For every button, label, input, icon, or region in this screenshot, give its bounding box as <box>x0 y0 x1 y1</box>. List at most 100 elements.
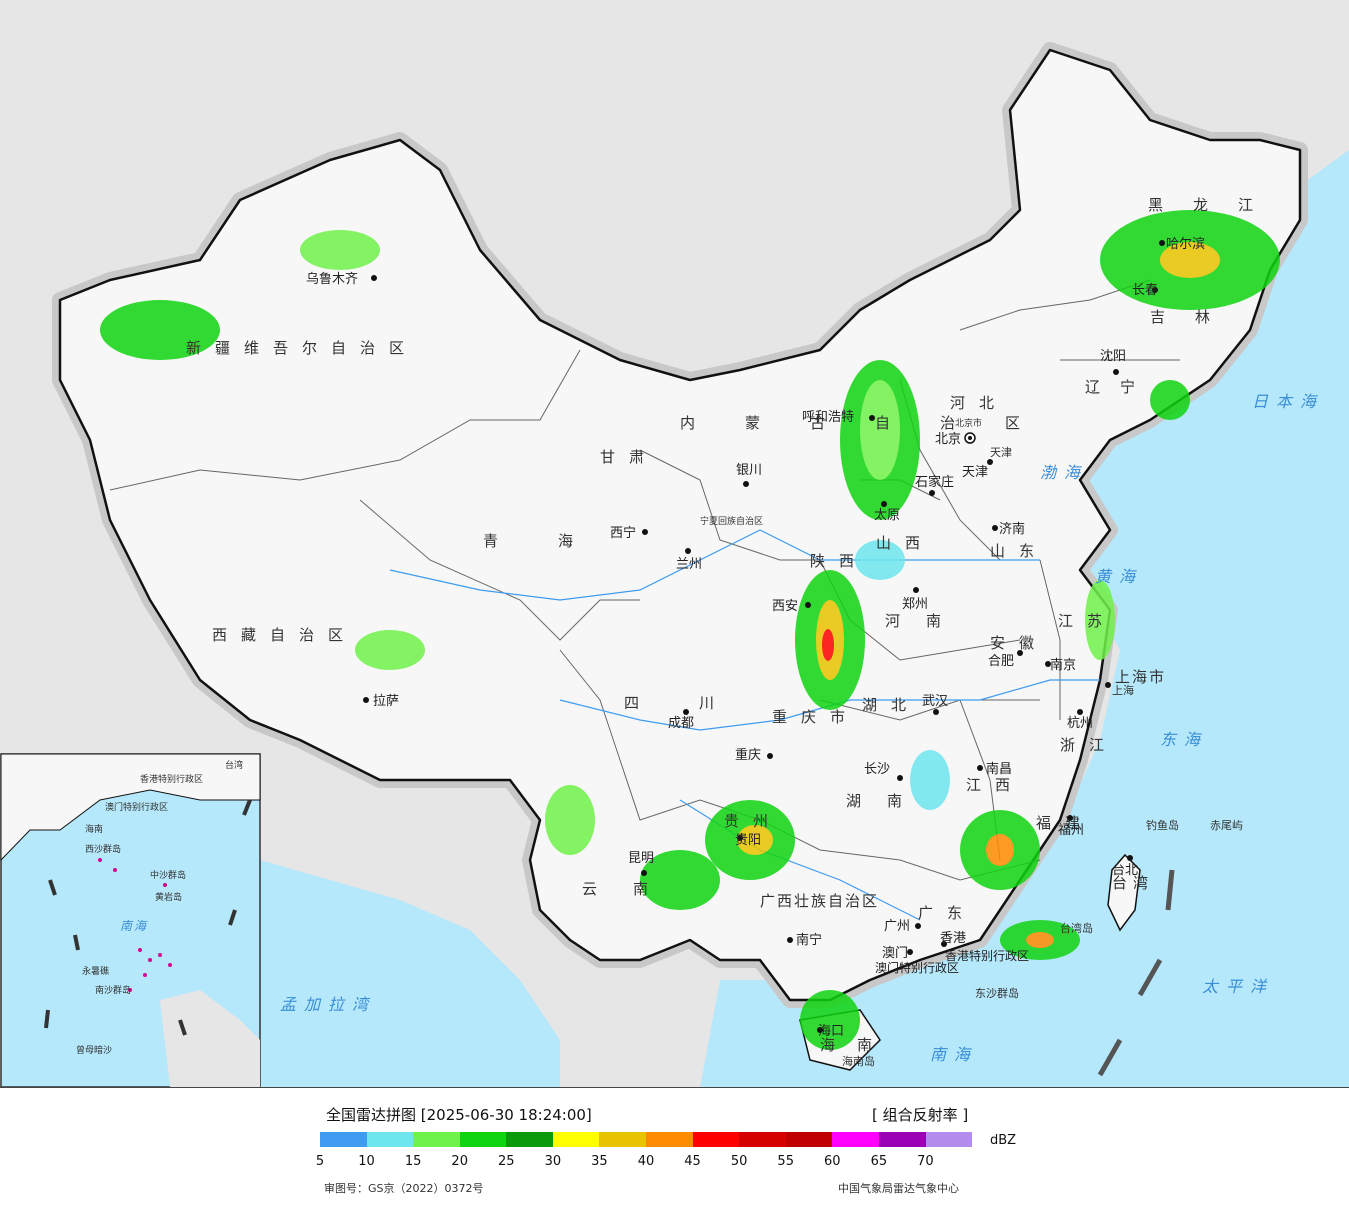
sea-label-bengal: 孟加拉湾 <box>280 995 376 1014</box>
legend-tick-label: 70 <box>917 1154 934 1169</box>
city-xining: 西宁 <box>610 525 648 541</box>
svg-text:拉萨: 拉萨 <box>373 694 399 709</box>
svg-text:长春: 长春 <box>1132 283 1158 298</box>
legend-product: [ 组合反射率 ] <box>872 1106 969 1124</box>
province-label: 云南 <box>582 880 684 898</box>
province-label: 吉林 <box>1150 308 1240 326</box>
province-label: 安徽 <box>990 634 1048 652</box>
legend-color-segment <box>320 1132 367 1147</box>
svg-text:天津: 天津 <box>962 465 988 480</box>
province-label: 陕西 <box>810 552 868 570</box>
svg-text:兰州: 兰州 <box>676 557 702 572</box>
svg-text:曾母暗沙: 曾母暗沙 <box>76 1044 112 1056</box>
city-guangzhou: 广州 <box>884 919 921 934</box>
legend-color-bar <box>320 1132 973 1147</box>
svg-text:黄岩岛: 黄岩岛 <box>155 891 182 903</box>
svg-text:乌鲁木齐: 乌鲁木齐 <box>306 271 358 287</box>
sea-label-south: 南海 <box>930 1045 978 1064</box>
svg-text:澳门特别行政区: 澳门特别行政区 <box>105 801 168 813</box>
province-label: 甘肃 <box>600 448 658 466</box>
legend-color-segment <box>832 1132 879 1147</box>
legend-tick-label: 50 <box>730 1154 748 1169</box>
province-label: 西藏自治区 <box>212 626 357 644</box>
province-label: 贵州 <box>724 812 782 830</box>
legend-tick-label: 20 <box>451 1154 468 1169</box>
city-markers: 乌鲁木齐 拉萨 西宁 兰州 银川 呼和浩特 北京 天津 石家庄 太原 济南 郑州… <box>306 236 1205 1039</box>
city-macau: 澳门 <box>882 945 913 961</box>
city-guiyang: 贵阳 <box>735 833 761 848</box>
legend-unit: dBZ <box>990 1133 1017 1148</box>
province-label: 上海市 <box>1115 668 1166 686</box>
svg-text:哈尔滨: 哈尔滨 <box>1166 236 1205 252</box>
city-nanjing: 南京 <box>1045 657 1076 673</box>
svg-text:西宁: 西宁 <box>610 525 636 541</box>
city-beijing: 北京 <box>935 432 976 447</box>
svg-text:合肥: 合肥 <box>988 654 1014 669</box>
radar-echoes <box>100 210 1280 1050</box>
svg-text:南昌: 南昌 <box>986 761 1012 777</box>
province-label: 宁夏回族自治区 <box>700 515 763 527</box>
city-zhengzhou: 郑州 <box>902 587 928 612</box>
svg-text:石家庄: 石家庄 <box>915 474 954 490</box>
svg-text:永暑礁: 永暑礁 <box>82 965 109 977</box>
svg-text:福州: 福州 <box>1058 823 1084 838</box>
svg-text:长沙: 长沙 <box>864 762 890 777</box>
island-label: 台湾岛 <box>1060 921 1093 935</box>
province-label: 海南 <box>820 1036 894 1054</box>
city-xian: 西安 <box>772 599 811 614</box>
svg-text:北京: 北京 <box>935 432 961 447</box>
svg-text:台北: 台北 <box>1112 863 1138 878</box>
province-label: 青海 <box>483 532 633 550</box>
province-label: 河北 <box>950 394 1008 412</box>
svg-text:武汉: 武汉 <box>922 694 948 709</box>
city-hangzhou: 杭州 <box>1067 709 1093 731</box>
city-harbin: 哈尔滨 <box>1159 236 1205 252</box>
legend-tick-label: 40 <box>637 1154 655 1169</box>
legend-color-segment <box>599 1132 647 1147</box>
city-changchun: 长春 <box>1132 283 1158 298</box>
legend-color-segment <box>878 1132 926 1147</box>
svg-text:郑州: 郑州 <box>902 597 928 612</box>
legend-color-segment <box>785 1132 833 1147</box>
city-lhasa: 拉萨 <box>363 694 399 709</box>
sea-label-japan: 日本海 <box>1252 392 1324 411</box>
island-label: 东沙群岛 <box>975 986 1019 1000</box>
svg-text:上海: 上海 <box>1112 683 1134 697</box>
svg-text:澳门: 澳门 <box>882 945 908 961</box>
radar-map[interactable]: 日本海 渤海 黄海 东海 太平洋 南海 孟加拉湾 新疆维吾尔自治区 西藏自治区 … <box>0 0 1349 1088</box>
map-canvas: 日本海 渤海 黄海 东海 太平洋 南海 孟加拉湾 新疆维吾尔自治区 西藏自治区 … <box>0 0 1349 1087</box>
legend-ticks: 5 10 15 20 25 30 35 40 45 50 55 60 65 70 <box>0 1154 1349 1174</box>
svg-text:重庆: 重庆 <box>735 747 761 763</box>
svg-text:南宁: 南宁 <box>796 932 822 948</box>
svg-text:南海: 南海 <box>120 919 148 933</box>
legend-color-segment <box>413 1132 460 1147</box>
province-label: 黑龙江 <box>1148 196 1283 214</box>
province-label: 广东 <box>918 904 976 922</box>
svg-text:银川: 银川 <box>736 463 762 478</box>
review-number: 审图号：GS京（2022）0372号 <box>324 1182 484 1195</box>
island-label: 赤尾屿 <box>1210 819 1243 832</box>
city-hefei: 合肥 <box>988 650 1023 669</box>
city-fuzhou: 福州 <box>1058 815 1084 838</box>
city-haikou: 海口 <box>817 1024 844 1039</box>
svg-text:中沙群岛: 中沙群岛 <box>150 869 186 881</box>
city-chongqing: 重庆 <box>735 747 773 763</box>
legend-color-segment <box>739 1132 786 1147</box>
city-yinchuan: 银川 <box>736 463 762 487</box>
sea-label-pacific: 太平洋 <box>1202 977 1274 996</box>
legend-title: 全国雷达拼图 [2025-06-30 18:24:00] <box>326 1106 592 1124</box>
province-label: 浙江 <box>1060 736 1118 754</box>
city-kunming: 昆明 <box>628 851 654 876</box>
data-source: 中国气象局雷达气象中心 <box>838 1182 959 1195</box>
svg-text:西沙群岛: 西沙群岛 <box>85 843 121 855</box>
south-china-sea-inset: 南海 中沙群岛 黄岩岛 西沙群岛 南沙群岛 永暑礁 曾母暗沙 台湾 香港特别行政… <box>0 753 261 1087</box>
legend-tick-label: 5 <box>315 1154 325 1169</box>
svg-text:海南: 海南 <box>85 823 103 835</box>
city-tianjin: 天津 <box>962 459 993 480</box>
province-label: 江西 <box>966 776 1024 794</box>
province-label: 北京市 <box>955 417 982 429</box>
province-label: 天津 <box>990 446 1012 459</box>
city-jinan: 济南 <box>992 521 1025 537</box>
province-label: 内蒙古自治区 <box>680 414 1070 432</box>
svg-text:太原: 太原 <box>874 508 900 523</box>
